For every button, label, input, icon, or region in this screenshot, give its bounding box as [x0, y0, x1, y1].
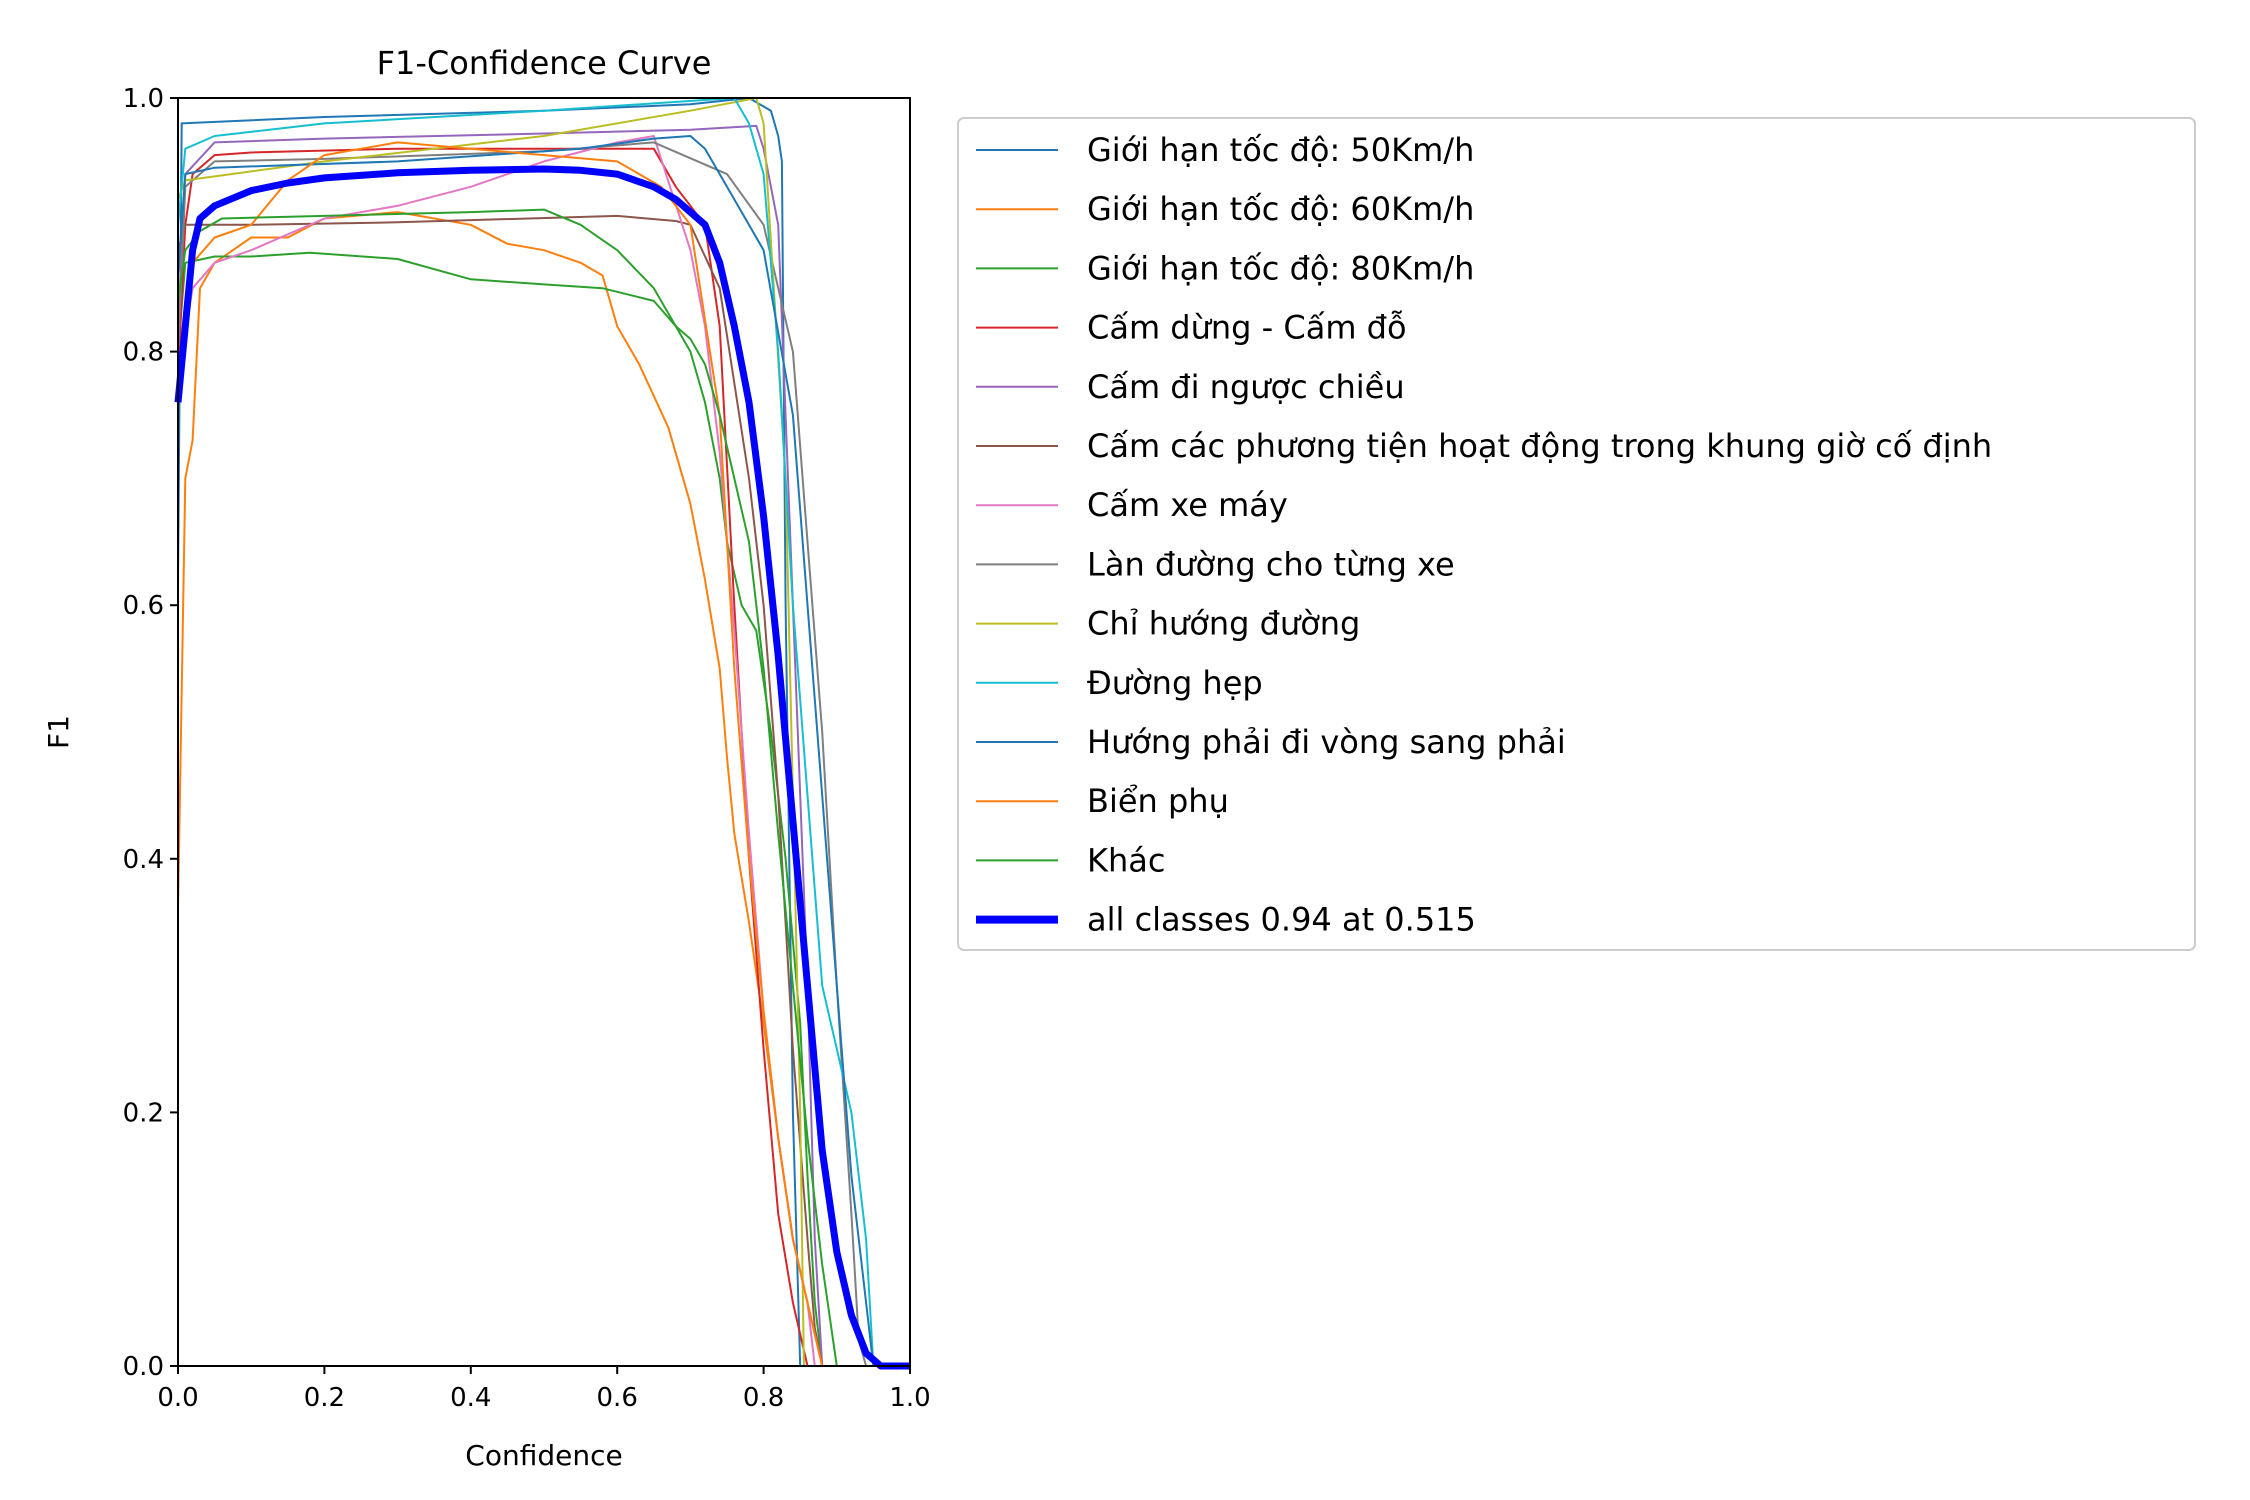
x-tick-label: 0.0: [157, 1383, 198, 1413]
legend-label-4: Cấm đi ngược chiều: [1087, 368, 1405, 406]
legend-frame: [957, 117, 2196, 951]
series-line-2: [177, 251, 824, 1367]
y-axis-label: F1: [42, 715, 75, 749]
chart-title: F1-Confidence Curve: [377, 44, 712, 82]
series-line-3: [177, 147, 809, 1367]
series-line-8: [177, 97, 805, 1367]
y-tick-label: 0.4: [123, 845, 164, 875]
legend-label-0: Giới hạn tốc độ: 50Km/h: [1087, 131, 1474, 169]
x-tick-label: 0.4: [450, 1383, 491, 1413]
plot-area: [174, 97, 911, 1370]
x-tick-label: 0.2: [304, 1383, 345, 1413]
legend-items: Giới hạn tốc độ: 50Km/h Giới hạn tốc độ: …: [976, 131, 1992, 939]
series-line-1: [177, 211, 824, 1367]
x-axis-label: Confidence: [465, 1439, 622, 1472]
series-lines: [174, 97, 910, 1370]
series-line-13: [174, 165, 910, 1370]
legend-label-11: Biển phụ: [1087, 782, 1229, 820]
y-axis: 0.0 0.2 0.4 0.6 0.8 1.0: [123, 84, 178, 1382]
y-tick-label: 0.2: [123, 1098, 164, 1128]
legend-label-10: Hướng phải đi vòng sang phải: [1087, 723, 1566, 761]
legend-label-8: Chỉ hướng đường: [1087, 605, 1360, 643]
x-tick-label: 1.0: [889, 1383, 930, 1413]
legend-label-5: Cấm các phương tiện hoạt động trong khun…: [1087, 427, 1992, 465]
series-line-0: [177, 97, 802, 1367]
x-tick-label: 0.8: [743, 1383, 784, 1413]
legend-label-3: Cấm dừng - Cấm đỗ: [1087, 309, 1407, 347]
y-tick-label: 1.0: [123, 84, 164, 114]
y-tick-label: 0.0: [123, 1352, 164, 1382]
series-line-10: [177, 135, 875, 1367]
legend-label-6: Cấm xe máy: [1087, 486, 1288, 524]
y-tick-label: 0.6: [123, 591, 164, 621]
legend-label-1: Giới hạn tốc độ: 60Km/h: [1087, 190, 1474, 228]
x-axis: 0.0 0.2 0.4 0.6 0.8 1.0: [157, 1366, 931, 1413]
legend-label-12: Khác: [1087, 841, 1165, 879]
legend-label-9: Đường hẹp: [1087, 664, 1263, 702]
legend: Giới hạn tốc độ: 50Km/h Giới hạn tốc độ: …: [957, 117, 2196, 951]
plot-frame: [177, 97, 911, 1367]
legend-label-2: Giới hạn tốc độ: 80Km/h: [1087, 249, 1474, 287]
legend-label-13: all classes 0.94 at 0.515: [1087, 901, 1476, 939]
series-line-12: [177, 208, 838, 1367]
series-line-5: [177, 214, 824, 1367]
series-line-7: [177, 141, 868, 1367]
y-tick-label: 0.8: [123, 338, 164, 368]
legend-label-7: Làn đường cho từng xe: [1087, 545, 1455, 583]
x-tick-label: 0.6: [597, 1383, 638, 1413]
